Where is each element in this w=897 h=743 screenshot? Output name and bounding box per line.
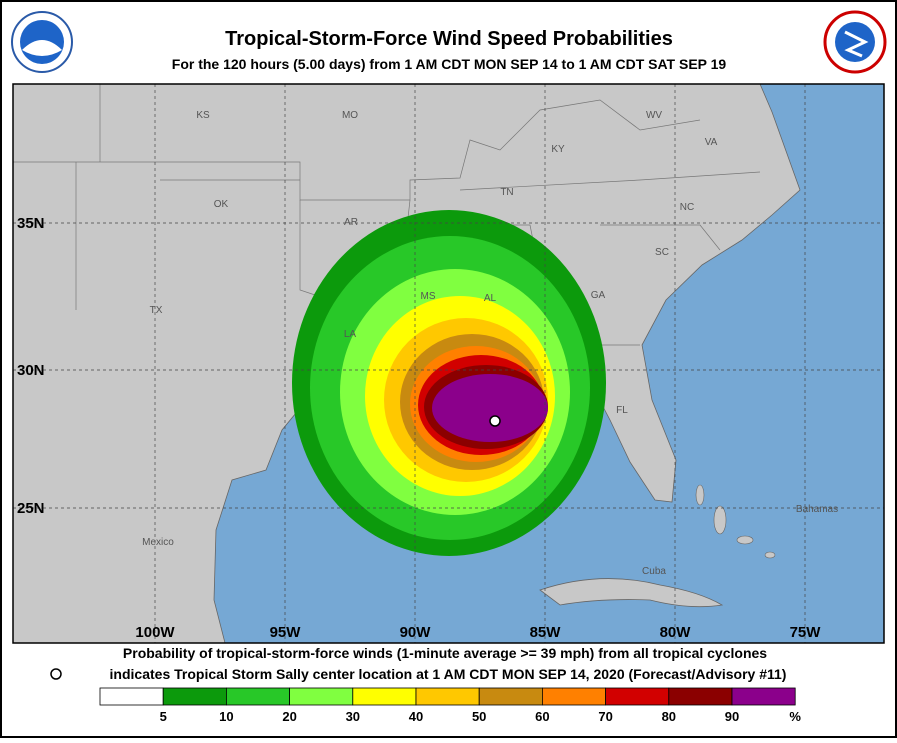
place-label: LA bbox=[344, 329, 357, 340]
lon-label: 95W bbox=[270, 624, 302, 641]
lat-label: 35N bbox=[17, 215, 45, 232]
legend-label: 60 bbox=[535, 709, 549, 724]
place-label: AR bbox=[344, 217, 358, 228]
nws-logo bbox=[823, 10, 887, 74]
graticule bbox=[13, 84, 884, 643]
legend-swatch bbox=[542, 687, 607, 706]
place-label: KS bbox=[196, 110, 210, 121]
probability-contours bbox=[292, 210, 606, 556]
place-label: GA bbox=[591, 290, 606, 301]
lat-label: 30N bbox=[17, 362, 45, 379]
place-label: AL bbox=[484, 293, 497, 304]
legend-label: % bbox=[789, 709, 801, 724]
legend-swatch bbox=[415, 687, 480, 706]
legend-label: 70 bbox=[598, 709, 612, 724]
legend-label: 30 bbox=[346, 709, 360, 724]
place-label: VA bbox=[705, 137, 718, 148]
place-label: OK bbox=[214, 199, 229, 210]
lon-label: 90W bbox=[400, 624, 432, 641]
lon-label: 80W bbox=[660, 624, 692, 641]
legend-label: 80 bbox=[662, 709, 676, 724]
legend-label: 90 bbox=[725, 709, 739, 724]
lon-label: 75W bbox=[790, 624, 822, 641]
legend-swatch bbox=[162, 687, 227, 706]
place-label: MO bbox=[342, 110, 358, 121]
storm-symbol bbox=[50, 668, 62, 680]
place-label: Bahamas bbox=[796, 504, 838, 515]
footer-line1: Probability of tropical-storm-force wind… bbox=[123, 645, 767, 661]
legend: 5 10 20 30 40 50 60 70 80 90% bbox=[99, 687, 801, 724]
map-frame bbox=[12, 83, 885, 644]
legend-label: 10 bbox=[219, 709, 233, 724]
place-label: TX bbox=[150, 305, 163, 316]
map: KS MO WV KY VA TN OK NC AR SC MS AL GA TX LA FL Mexico Ba… bbox=[12, 83, 885, 644]
place-label: KY bbox=[551, 144, 565, 155]
place-label: MS bbox=[421, 291, 436, 302]
place-label: SC bbox=[655, 247, 669, 258]
lon-label: 100W bbox=[135, 624, 175, 641]
legend-label: 50 bbox=[472, 709, 486, 724]
place-label: WV bbox=[646, 110, 662, 121]
legend-swatch bbox=[605, 687, 670, 706]
title: Tropical-Storm-Force Wind Speed Probabil… bbox=[225, 28, 673, 50]
bahamas bbox=[695, 484, 776, 559]
storm-center bbox=[489, 415, 501, 427]
place-label: Cuba bbox=[642, 566, 666, 577]
place-label: Mexico bbox=[142, 537, 174, 548]
legend-swatch bbox=[99, 687, 164, 706]
noaa-logo bbox=[11, 11, 73, 73]
legend-label: 40 bbox=[409, 709, 423, 724]
footer-line2: indicates Tropical Storm Sally center lo… bbox=[110, 666, 787, 682]
subtitle: For the 120 hours (5.00 days) from 1 AM … bbox=[172, 56, 727, 72]
legend-swatch bbox=[731, 687, 796, 706]
legend-label: 20 bbox=[282, 709, 296, 724]
place-label: NC bbox=[680, 202, 694, 213]
place-label: FL bbox=[616, 405, 628, 416]
legend-swatch bbox=[289, 687, 354, 706]
legend-swatch bbox=[668, 687, 733, 706]
legend-swatch bbox=[225, 687, 290, 706]
legend-swatch bbox=[478, 687, 543, 706]
lon-label: 85W bbox=[530, 624, 562, 641]
contour-band bbox=[432, 374, 548, 442]
lat-label: 25N bbox=[17, 500, 45, 517]
place-label: TN bbox=[500, 187, 513, 198]
cuba bbox=[539, 578, 724, 608]
legend-label: 5 bbox=[160, 709, 167, 724]
legend-swatch bbox=[352, 687, 417, 706]
